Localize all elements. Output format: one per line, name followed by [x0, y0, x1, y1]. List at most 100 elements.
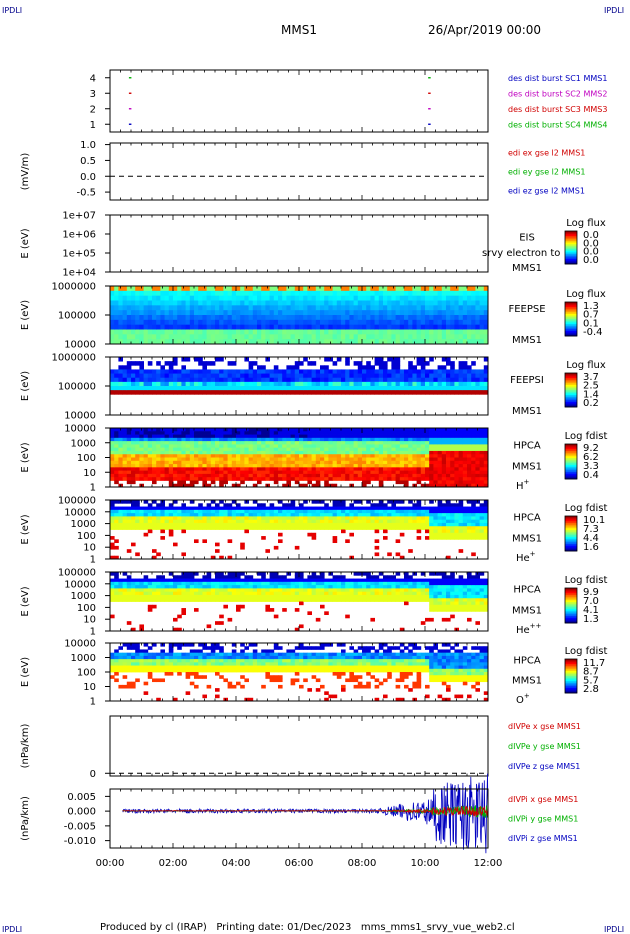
spectrogram-cell — [160, 526, 165, 530]
spectrogram-cell — [391, 300, 396, 306]
spectrogram-cell — [131, 598, 136, 602]
spectrogram-cell — [332, 361, 338, 366]
spectrogram-cell — [135, 473, 140, 478]
spectrogram-cell — [479, 377, 485, 383]
spectrogram-cell — [462, 329, 468, 335]
spectrogram-cell — [252, 526, 258, 530]
spectrogram-cell — [240, 319, 245, 326]
spectrogram-cell — [185, 477, 191, 481]
spectrogram-cell — [412, 454, 417, 458]
spectrogram-cell — [173, 477, 178, 481]
spectrogram-cell — [429, 369, 434, 374]
spectrogram-cell — [294, 381, 300, 387]
spectrogram-cell — [408, 305, 413, 311]
spectrogram-cell — [135, 522, 140, 527]
spectrogram-cell — [467, 506, 472, 511]
spectrogram-cell — [341, 437, 346, 442]
spectrogram-cell — [399, 460, 405, 465]
spectrogram-cell — [147, 377, 153, 383]
spectrogram-cell — [202, 457, 207, 462]
spectrogram-cell — [395, 286, 401, 292]
spectrogram-cell — [118, 290, 123, 297]
spectrogram-cell — [173, 295, 178, 301]
spectrogram-cell — [139, 441, 144, 445]
spectrogram-cell — [278, 532, 283, 537]
spectrogram-cell — [219, 509, 224, 514]
spectrogram-cell — [265, 509, 270, 514]
spectrogram-cell — [387, 513, 392, 517]
spectrogram-cell — [202, 516, 207, 521]
spectrogram-cell — [168, 450, 174, 455]
spectrogram-cell — [446, 470, 451, 475]
spectrogram-cell — [307, 522, 312, 527]
spectrogram-cell — [114, 575, 119, 579]
spectrogram-cell — [210, 526, 216, 530]
spectrogram-cell — [126, 477, 132, 481]
spectrogram-cell — [475, 300, 480, 306]
spectrogram-cell — [215, 454, 220, 458]
spectrogram-cell — [210, 373, 216, 379]
spectrogram-cell — [454, 509, 459, 514]
spectrogram-cell — [437, 339, 443, 345]
spectrogram-cell — [223, 516, 228, 521]
spectrogram-cell — [483, 386, 489, 391]
spectrogram-cell — [416, 434, 422, 439]
spectrogram-cell — [194, 467, 199, 472]
spectrogram-cell — [160, 578, 165, 583]
spectrogram-cell — [399, 434, 405, 439]
spectrogram-cell — [118, 365, 123, 370]
spectrogram-cell — [206, 503, 212, 507]
spectrogram-cell — [152, 290, 157, 297]
spectrogram-cell — [156, 339, 161, 345]
spectrogram-cell — [353, 286, 359, 292]
spectrogram-cell — [357, 319, 363, 326]
spectrogram-cell — [467, 536, 472, 540]
spectrogram-cell — [160, 441, 165, 445]
spectrogram-cell — [198, 460, 203, 465]
spectrogram-cell — [471, 509, 476, 514]
burst-mark — [128, 92, 132, 94]
spectrogram-cell — [181, 578, 186, 583]
spectrogram-cell — [265, 450, 270, 455]
spectrogram-cell — [194, 373, 199, 379]
spectrogram-cell — [420, 513, 426, 517]
spectrogram-cell — [236, 428, 241, 432]
spectrogram-cell — [168, 305, 174, 311]
spectrogram-cell — [349, 457, 354, 462]
spectrogram-cell — [194, 386, 199, 391]
spectrogram-cell — [345, 477, 350, 481]
spectrogram-cell — [412, 460, 417, 465]
spectrogram-cell — [429, 506, 434, 511]
spectrogram-cell — [131, 457, 136, 462]
spectrogram-cell — [328, 431, 333, 435]
spectrogram-cell — [446, 329, 451, 335]
spectrogram-cell — [261, 324, 266, 330]
spectrogram-cell — [231, 381, 237, 387]
spectrogram-cell — [282, 324, 287, 330]
spectrogram-cell — [282, 300, 287, 306]
spectrogram-cell — [198, 513, 203, 517]
spectrogram-cell — [257, 369, 262, 374]
spectrogram-cell — [173, 585, 178, 589]
spectrogram-cell — [454, 441, 459, 445]
spectrogram-cell — [160, 454, 165, 458]
spectrogram-cell — [332, 526, 338, 530]
spectrogram-cell — [122, 513, 128, 517]
legend-entry: edi ez gse l2 MMS1 — [508, 187, 585, 196]
spectrogram-cell — [215, 444, 220, 449]
spectrogram-cell — [248, 300, 254, 306]
spectrogram-cell — [378, 460, 384, 465]
spectrogram-cell — [450, 339, 455, 345]
spectrogram-cell — [273, 509, 279, 514]
spectrogram-cell — [248, 319, 254, 326]
spectrogram-cell — [122, 329, 128, 335]
spectrogram-cell — [135, 428, 140, 432]
spectrogram-cell — [328, 290, 333, 297]
spectrogram-cell — [206, 519, 212, 524]
spectrogram-cell — [269, 428, 275, 432]
spectrogram-cell — [168, 373, 174, 379]
spectrogram-cell — [425, 483, 430, 488]
spectrogram-cell — [446, 315, 451, 321]
spectrogram-cell — [168, 444, 174, 449]
spectrogram-cell — [437, 310, 443, 316]
